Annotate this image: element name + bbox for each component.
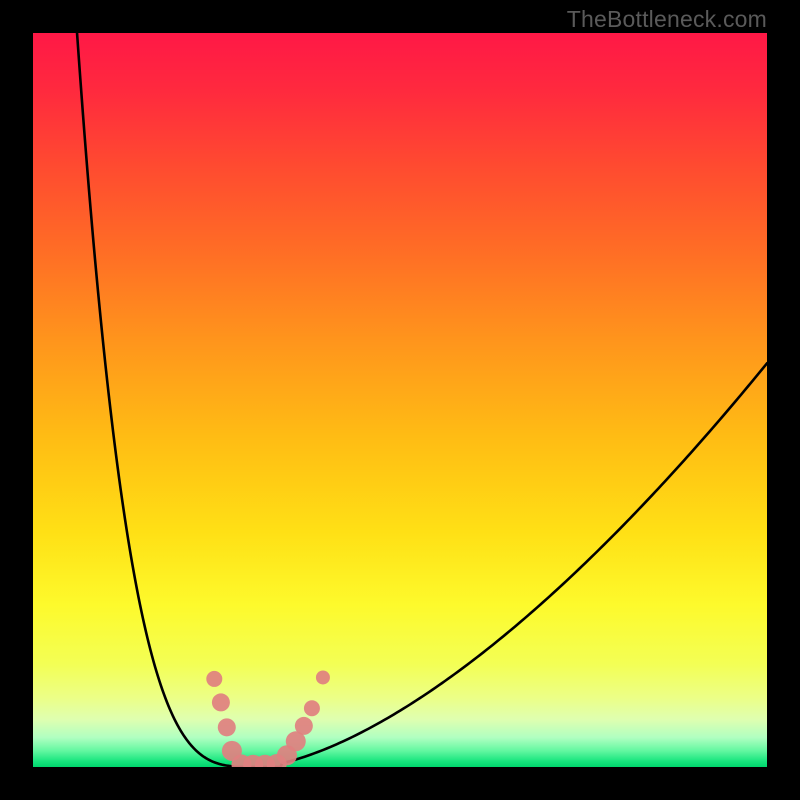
valley-marker: [212, 693, 230, 711]
valley-marker: [316, 670, 330, 684]
valley-marker: [304, 700, 320, 716]
bottleneck-curve-chart: [33, 33, 767, 767]
valley-marker: [218, 718, 236, 736]
chart-background: [33, 33, 767, 767]
watermark-text: TheBottleneck.com: [567, 6, 767, 33]
chart-stage: TheBottleneck.com: [0, 0, 800, 800]
valley-marker: [295, 717, 313, 735]
valley-marker: [206, 671, 222, 687]
